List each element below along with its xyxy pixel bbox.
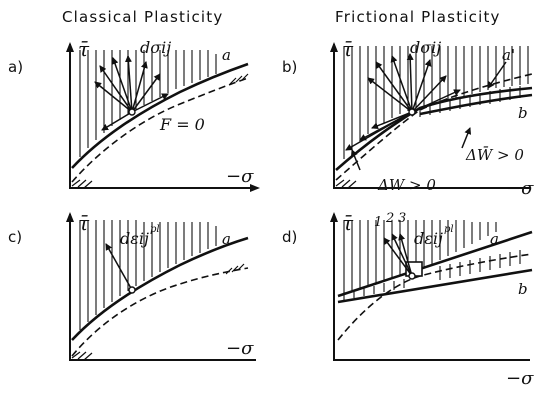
panel-a-tau-label: τ̄ xyxy=(78,37,90,61)
panel-c-strain-superscript: pl xyxy=(150,224,160,235)
panel-a-stress-increments xyxy=(94,55,169,131)
panel-a-hatching xyxy=(79,50,217,157)
panel-d-axes xyxy=(333,214,530,361)
panel-a-x-arrowhead xyxy=(250,184,260,192)
panel-a-upper-ticks xyxy=(229,73,249,85)
panel-b-curve-a-label: a' xyxy=(502,46,515,64)
panel-d-direction-2: 2 xyxy=(385,211,394,226)
panel-b-work-positive-label: ΔW̄ > 0 xyxy=(465,146,524,164)
panel-c-strain-direction xyxy=(105,243,133,291)
panel-a-stress-point xyxy=(128,108,136,116)
panel-b-curve-b xyxy=(419,93,533,116)
panel-a-f-zero-label: F = 0 xyxy=(159,115,205,134)
panel-d-letter: d) xyxy=(282,228,297,246)
panel-c-yield-surface xyxy=(71,236,249,341)
panel-a-lower-ticks xyxy=(71,179,93,189)
panel-b-y-arrowhead xyxy=(330,42,338,52)
panel-a-y-arrowhead xyxy=(66,42,74,52)
panel-a-letter: a) xyxy=(8,58,23,76)
panel-c-strain-label: dεij xyxy=(120,229,149,248)
heading-frictional: Frictional Plasticity xyxy=(335,8,501,26)
panel-b-work-label: ΔW > 0 xyxy=(377,176,436,194)
panel-c-limit-curve xyxy=(71,267,249,357)
panel-d-hatching xyxy=(343,220,497,294)
panel-d-sigma-label: −σ xyxy=(506,368,534,389)
panel-b-tau-label: τ̄ xyxy=(342,37,354,61)
panel-d-curve-b-label: b xyxy=(518,280,528,298)
panel-b-sigma-label: −σ xyxy=(506,178,534,199)
panel-c: c) τ̄ dεij p xyxy=(8,211,256,361)
panel-c-letter: c) xyxy=(8,228,22,246)
panel-d-y-arrowhead xyxy=(330,212,338,222)
panel-c-sigma-label: −σ xyxy=(226,338,254,359)
panel-b-curve-b-label: b xyxy=(518,104,528,122)
panel-b-stress-increments xyxy=(345,53,507,171)
panel-d-curve-a-label: a xyxy=(490,230,499,248)
panel-d: d) xyxy=(282,211,534,389)
panel-c-curve-a-label: a xyxy=(222,230,231,248)
panel-d-direction-1: 1 xyxy=(374,215,382,230)
panel-b-limit-curve xyxy=(335,73,533,181)
panel-c-lower-ticks xyxy=(71,351,93,361)
panel-d-stress-point xyxy=(408,272,416,280)
panel-d-lower-hatching xyxy=(343,250,521,300)
panel-a-sigma-label: −σ xyxy=(226,166,254,187)
panel-d-strain-superscript: pl xyxy=(444,224,454,235)
panel-d-strain-directions xyxy=(383,233,413,277)
panel-a-yield-surface xyxy=(71,62,249,169)
panel-a-limit-curve xyxy=(71,77,249,183)
panel-d-tau-label: τ̄ xyxy=(342,211,354,235)
panel-b-stress-point xyxy=(408,108,416,116)
panel-c-axes xyxy=(69,214,256,361)
panel-c-tau-label: τ̄ xyxy=(78,211,90,235)
heading-classical: Classical Plasticity xyxy=(62,8,223,26)
panel-a-curve-a-label: a xyxy=(222,46,231,64)
panel-d-yield-surface xyxy=(337,230,533,298)
panel-b-axes xyxy=(333,44,530,189)
panel-d-curve-b xyxy=(337,268,533,304)
panel-c-stress-point xyxy=(128,286,136,294)
panel-a-axes xyxy=(69,44,256,189)
panel-b-letter: b) xyxy=(282,58,297,76)
panel-a: a) xyxy=(8,37,260,192)
panel-c-upper-ticks xyxy=(225,263,245,275)
panel-b-increment-label: dσij xyxy=(410,38,441,57)
panel-c-y-arrowhead xyxy=(66,212,74,222)
panel-b: b) xyxy=(282,37,534,199)
panel-b-lower-ticks xyxy=(335,179,357,189)
panel-c-hatching xyxy=(79,220,217,330)
panel-a-increment-label: dσij xyxy=(140,38,171,57)
panel-d-strain-label: dεij xyxy=(414,229,443,248)
panel-d-direction-3: 3 xyxy=(398,211,406,226)
